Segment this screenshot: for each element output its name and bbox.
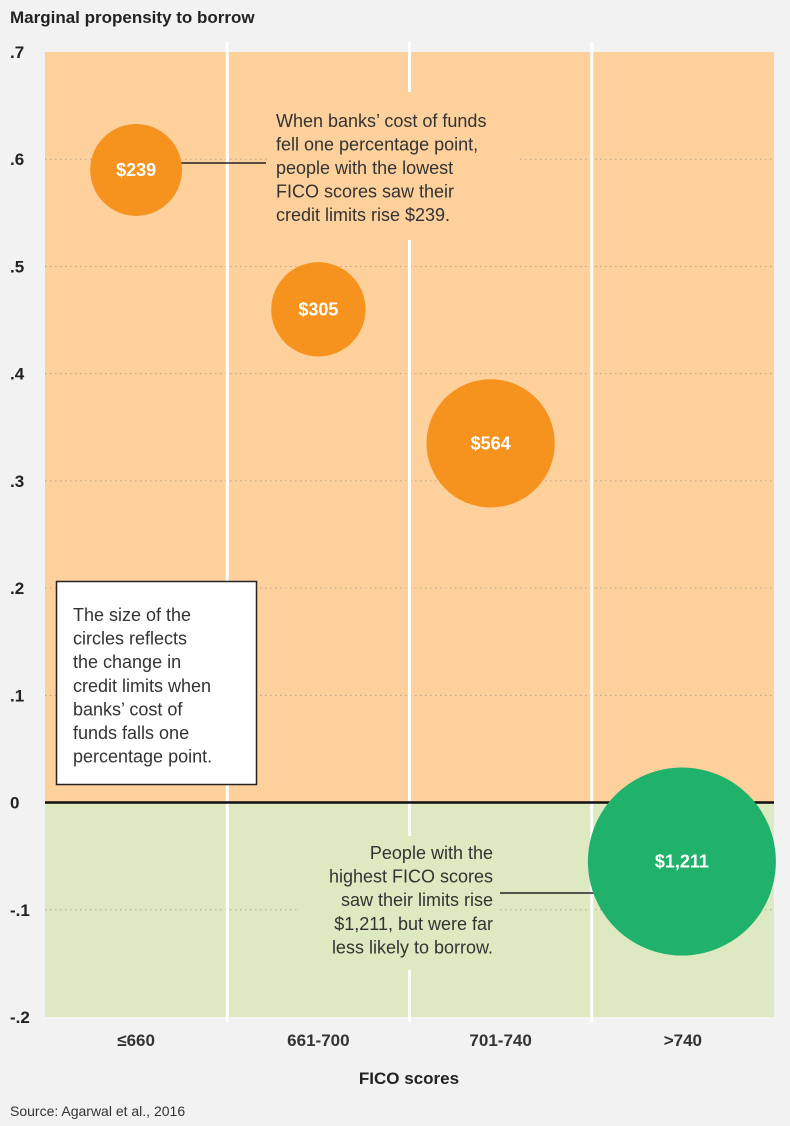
legend-box	[55, 580, 258, 786]
bubble-label: $1,211	[655, 852, 709, 872]
legend-box-line: funds falls one	[73, 723, 189, 743]
y-tick-label: .5	[10, 257, 24, 276]
bubble-3	[587, 767, 776, 956]
annotation-top-bg	[268, 92, 518, 240]
y-tick-label: .2	[10, 579, 24, 598]
y-tick-label: .6	[10, 150, 24, 169]
legend-box-line: circles reflects	[73, 629, 187, 649]
annotation-top-line: FICO scores saw their	[276, 182, 454, 202]
annotation-top-line: credit limits rise $239.	[276, 205, 450, 225]
legend-box-line: banks’ cost of	[73, 699, 183, 719]
annotation-bottom-bg	[300, 836, 498, 970]
annotation-bottom-line: People with the	[370, 843, 493, 863]
bubble-0	[90, 124, 183, 216]
x-tick-label: 661-700	[287, 1031, 349, 1050]
chart-title: Marginal propensity to borrow	[10, 8, 255, 27]
x-tick-label: 701-740	[469, 1031, 531, 1050]
bubble-label: $305	[298, 299, 338, 319]
y-tick-label: .7	[10, 43, 24, 62]
bubble-label: $239	[116, 160, 156, 180]
annotation-bottom-line: highest FICO scores	[329, 867, 493, 887]
y-tick-label: .1	[10, 686, 24, 705]
y-tick-label: .4	[10, 365, 25, 384]
annotation-top-line: people with the lowest	[276, 158, 453, 178]
y-tick-label: 0	[10, 794, 19, 813]
y-tick-label: -.1	[10, 901, 30, 920]
x-tick-label: >740	[664, 1031, 702, 1050]
bubble-label: $564	[471, 433, 511, 453]
y-tick-label: -.2	[10, 1008, 30, 1027]
legend-box-line: the change in	[73, 652, 181, 672]
legend-box-line: credit limits when	[73, 676, 211, 696]
annotation-top-line: fell one percentage point,	[276, 135, 478, 155]
bubble-2	[426, 379, 555, 508]
source-note: Source: Agarwal et al., 2016	[10, 1103, 185, 1119]
bubble-1	[271, 262, 366, 357]
x-axis-label: FICO scores	[359, 1069, 459, 1088]
annotation-bottom-line: less likely to borrow.	[332, 937, 493, 957]
annotation-bottom-line: saw their limits rise	[341, 890, 493, 910]
x-tick-label: ≤660	[117, 1031, 155, 1050]
y-tick-label: .3	[10, 472, 24, 491]
legend-box-line: The size of the	[73, 605, 191, 625]
annotation-bottom-line: $1,211, but were far	[334, 914, 493, 934]
annotation-top-line: When banks’ cost of funds	[276, 111, 486, 131]
legend-box-line: percentage point.	[73, 747, 212, 767]
